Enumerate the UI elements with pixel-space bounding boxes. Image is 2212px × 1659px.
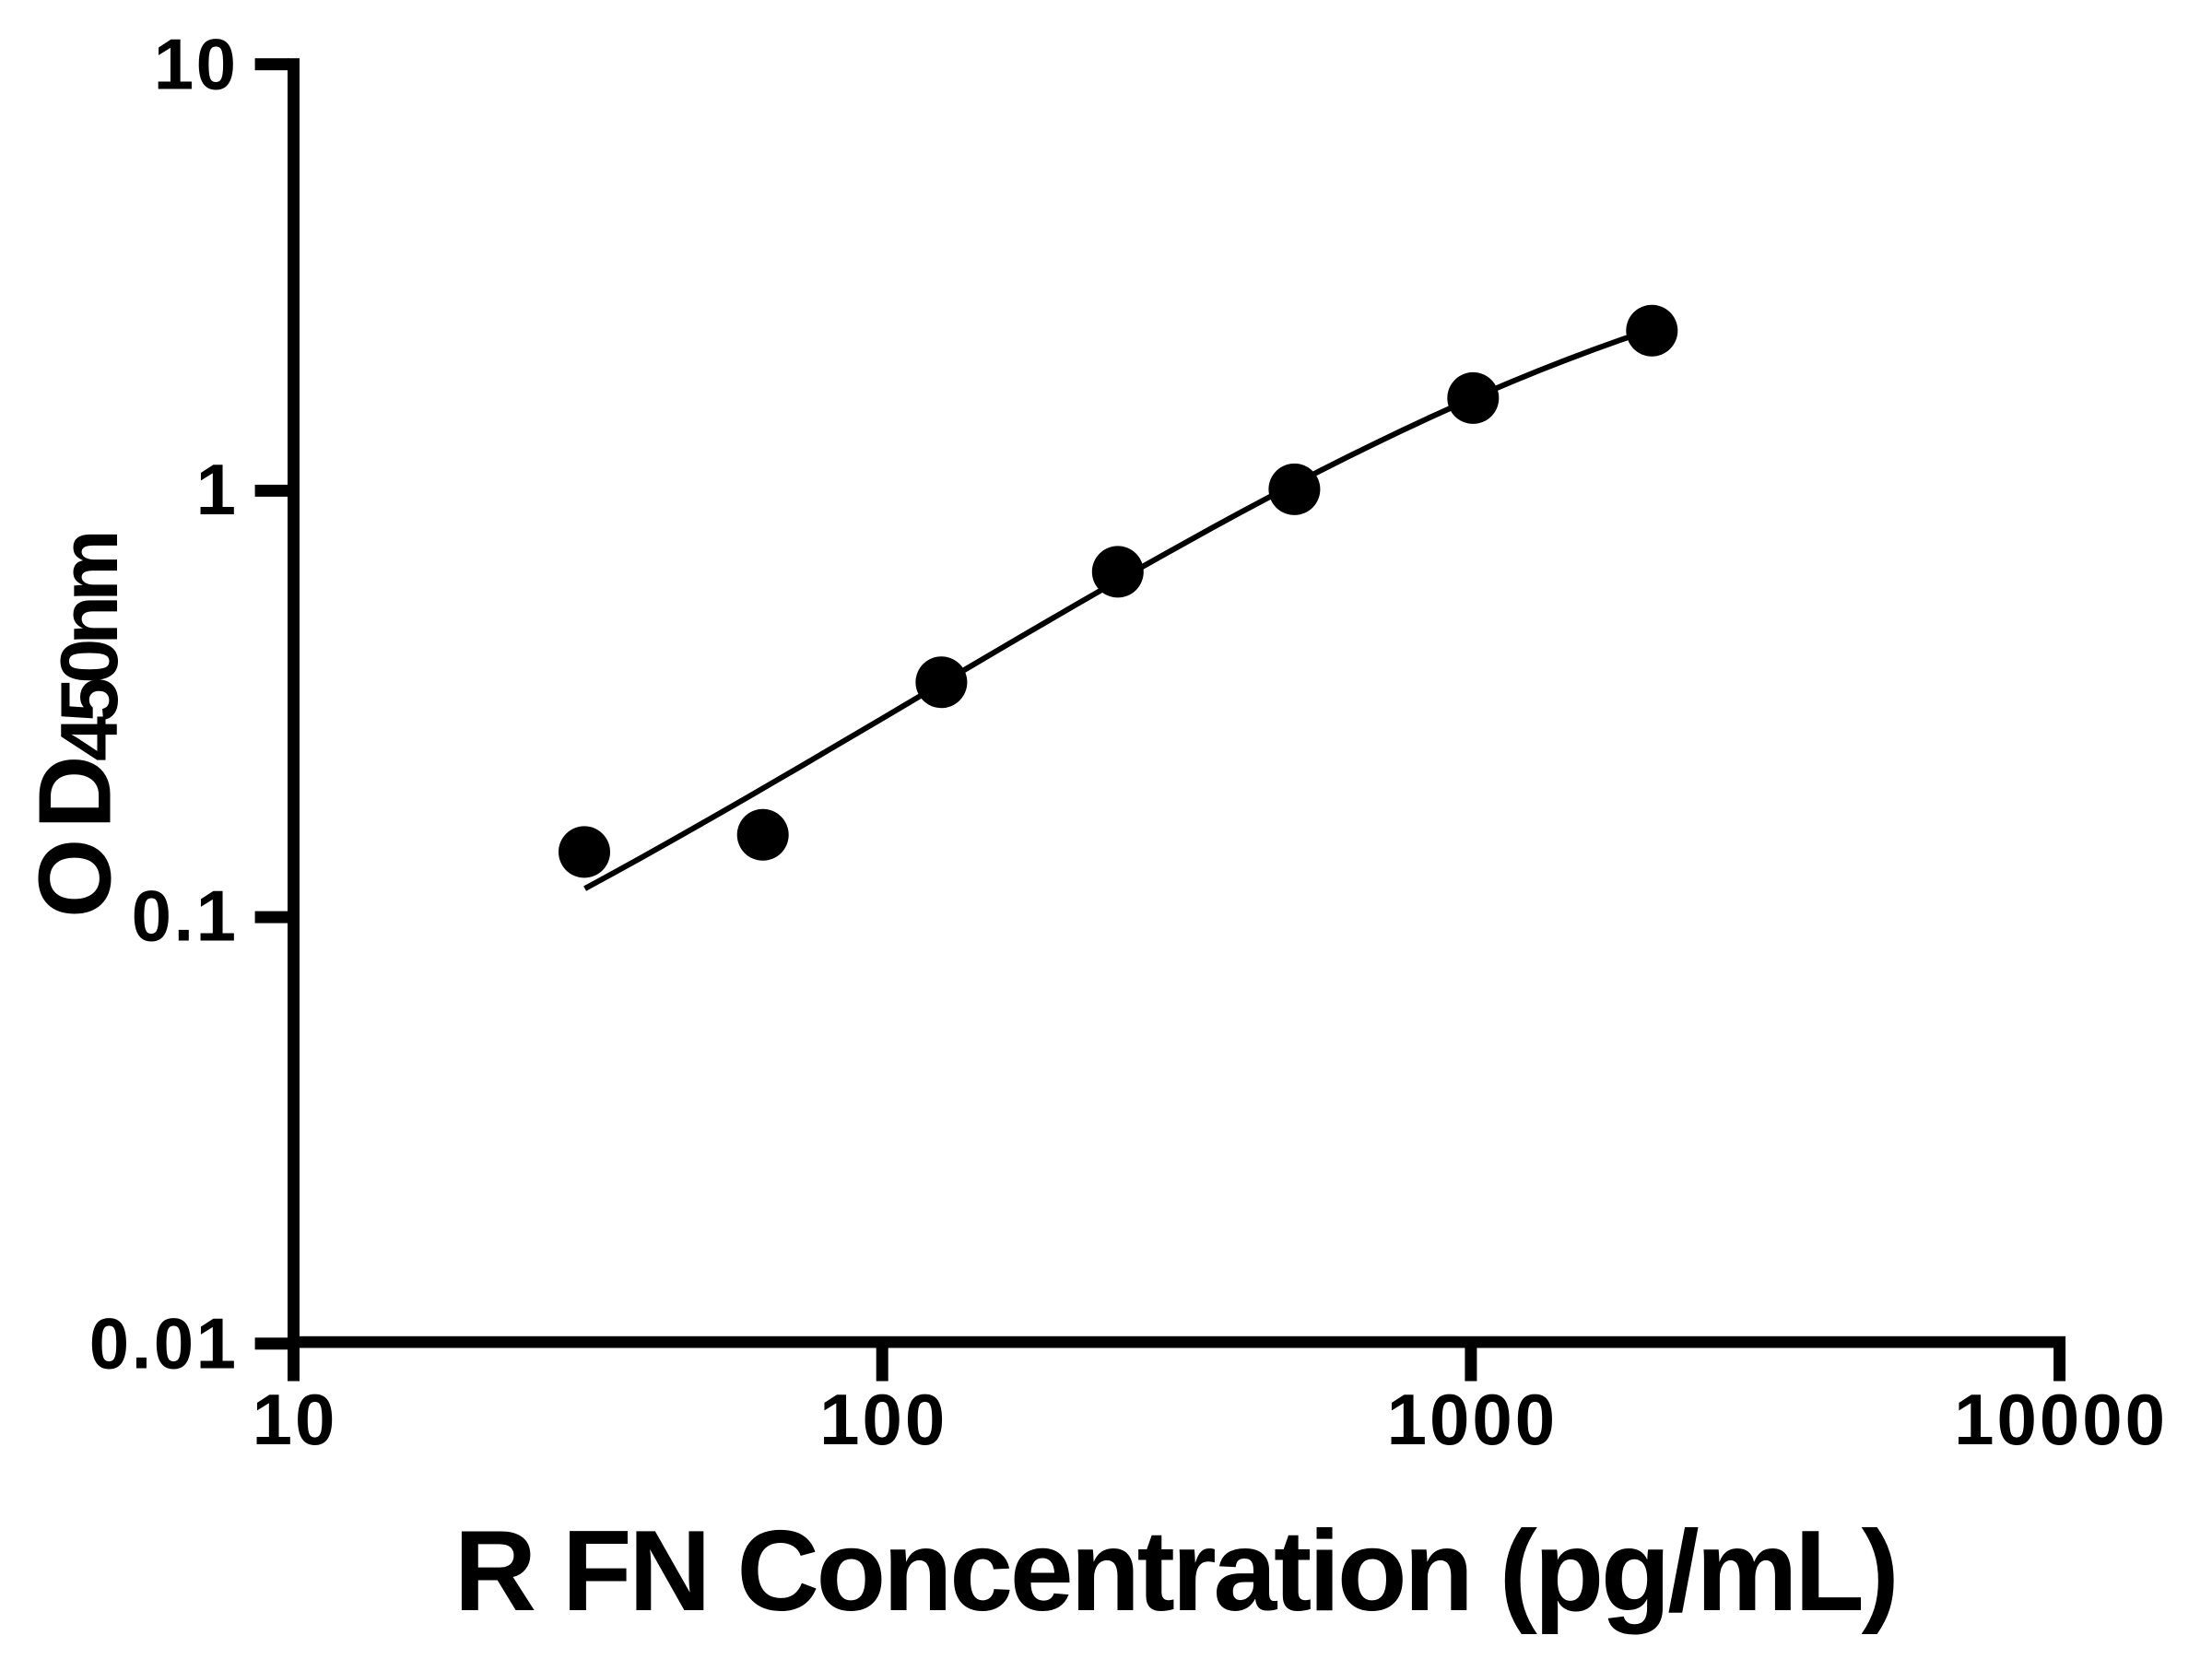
svg-text:0.01: 0.01 (89, 1303, 239, 1384)
svg-text:100: 100 (819, 1379, 947, 1460)
svg-text:0.1: 0.1 (132, 876, 239, 957)
svg-text:10000: 10000 (1954, 1379, 2168, 1460)
svg-text:R FN Concentration (pg/mL): R FN Concentration (pg/mL) (454, 1508, 1897, 1635)
svg-text:1: 1 (196, 449, 239, 530)
svg-text:450nm: 450nm (43, 535, 135, 761)
svg-text:10: 10 (253, 1379, 338, 1460)
svg-text:10: 10 (154, 24, 239, 105)
svg-text:OD: OD (18, 747, 133, 919)
svg-text:1000: 1000 (1387, 1379, 1559, 1460)
